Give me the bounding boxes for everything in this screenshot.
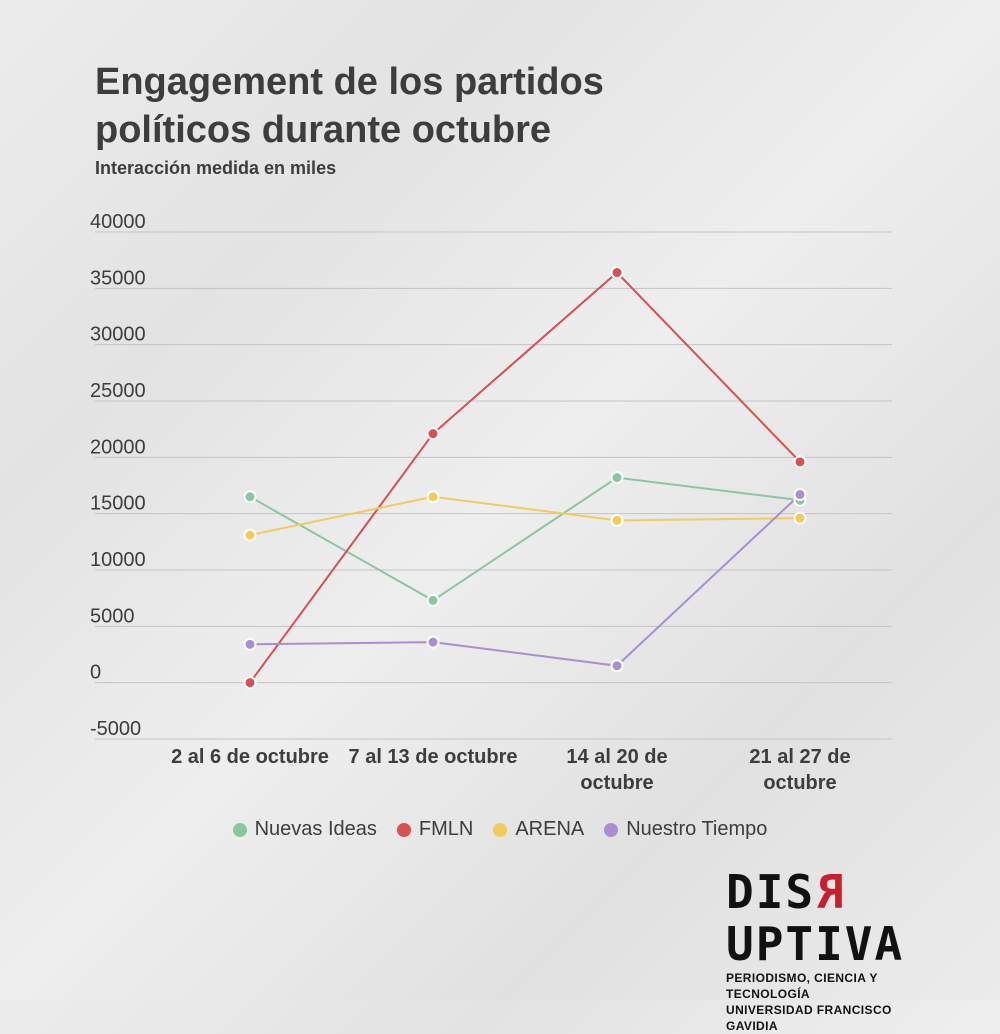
data-point xyxy=(793,488,807,502)
data-point xyxy=(426,593,440,607)
data-point xyxy=(610,513,624,527)
data-point xyxy=(243,528,257,542)
series-line xyxy=(249,271,801,684)
logo-institution: UNIVERSIDAD FRANCISCO GAVIDIA xyxy=(726,1003,892,1033)
legend-item: Nuestro Tiempo xyxy=(604,818,767,841)
data-point xyxy=(610,471,624,485)
y-tick-label: 30000 xyxy=(90,324,146,346)
chart-subtitle: Interacción medida en miles xyxy=(95,158,337,178)
y-tick-label: 5000 xyxy=(90,605,135,627)
legend-label: ARENA xyxy=(515,818,585,840)
series-line xyxy=(249,495,801,537)
data-point xyxy=(426,490,440,504)
legend-item: FMLN xyxy=(396,818,474,841)
data-point xyxy=(243,490,257,504)
series-line xyxy=(249,493,801,667)
y-tick-label: 10000 xyxy=(90,549,146,571)
x-tick-label: octubre xyxy=(580,772,653,794)
data-point xyxy=(610,266,624,280)
data-point xyxy=(243,637,257,651)
legend-swatch xyxy=(396,822,411,837)
legend-label: FMLN xyxy=(418,818,474,840)
data-point xyxy=(243,676,257,690)
data-point xyxy=(426,427,440,441)
y-tick-label: 20000 xyxy=(90,436,146,458)
disruptiva-logo: DISRUPTIVA PERIODISMO, CIENCIA Y TECNOLO… xyxy=(726,865,946,1034)
x-tick-label: octubre xyxy=(763,772,836,794)
x-tick-label: 21 al 27 de xyxy=(749,746,850,768)
y-tick-label: -5000 xyxy=(90,718,141,740)
y-tick-label: 0 xyxy=(90,662,101,684)
chart-title: Engagement de los partidos políticos dur… xyxy=(95,61,604,151)
legend-label: Nuestro Tiempo xyxy=(626,818,768,840)
series-line xyxy=(249,476,801,602)
y-tick-label: 40000 xyxy=(90,211,146,233)
data-point xyxy=(610,659,624,673)
y-tick-label: 35000 xyxy=(90,267,146,289)
legend-swatch xyxy=(493,822,508,837)
logo-wordmark: DISRUPTIVA xyxy=(726,865,905,971)
line-chart: 40000 35000 30000 25000 20000 15000 10000 5000 0… xyxy=(90,211,892,794)
legend-swatch xyxy=(604,822,619,837)
legend-label: Nuevas Ideas xyxy=(254,818,377,840)
data-point xyxy=(793,511,807,525)
chart-legend: Nuevas Ideas FMLN ARENA Nuestro Tiempo xyxy=(0,818,1000,841)
data-point xyxy=(426,635,440,649)
x-tick-label: 7 al 13 de octubre xyxy=(349,746,518,768)
y-tick-label: 25000 xyxy=(90,380,146,402)
logo-tagline: PERIODISMO, CIENCIA Y TECNOLOGÍA xyxy=(726,971,878,1001)
data-point xyxy=(793,455,807,469)
y-tick-label: 15000 xyxy=(90,493,146,515)
legend-swatch xyxy=(232,822,247,837)
x-tick-label: 14 al 20 de xyxy=(566,746,667,768)
legend-item: Nuevas Ideas xyxy=(232,818,377,841)
legend-item: ARENA xyxy=(493,818,584,841)
x-tick-label: 2 al 6 de octubre xyxy=(171,746,329,768)
